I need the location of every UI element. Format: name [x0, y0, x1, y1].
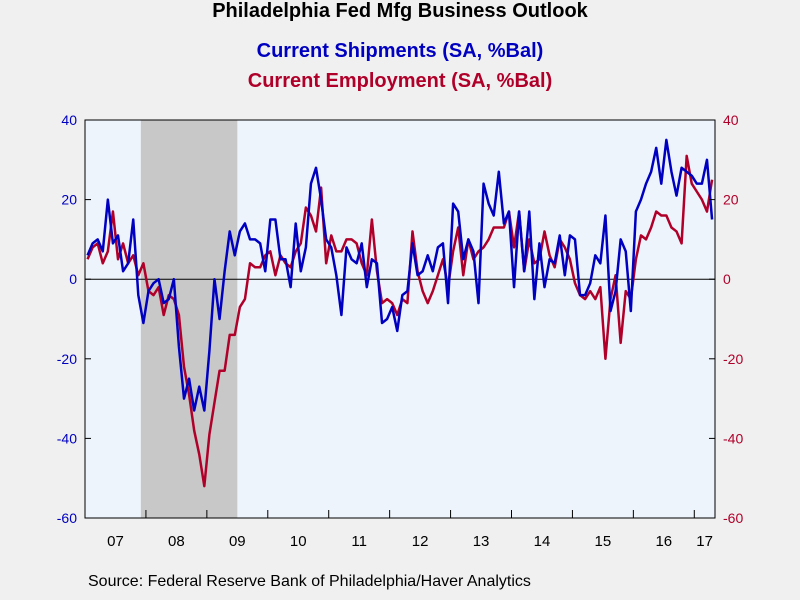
y-left-tick-label: 40 — [61, 112, 77, 128]
y-right-tick-label: -60 — [723, 510, 743, 526]
x-tick-label: 08 — [168, 533, 185, 550]
y-right-tick-label: -40 — [723, 430, 743, 446]
x-tick-label: 09 — [229, 533, 246, 550]
y-left-tick-label: -60 — [57, 510, 77, 526]
y-left-tick-label: -20 — [57, 351, 77, 367]
y-right-tick-label: 20 — [723, 192, 739, 208]
x-tick-label: 15 — [595, 533, 612, 550]
source-note: Source: Federal Reserve Bank of Philadel… — [88, 573, 531, 590]
x-tick-label: 17 — [696, 533, 713, 550]
chart-title: Philadelphia Fed Mfg Business Outlook — [212, 0, 588, 22]
x-tick-label: 07 — [107, 533, 124, 550]
series-line-shipments — [86, 138, 714, 412]
x-tick-label: 12 — [412, 533, 429, 550]
y-left-tick-label: 20 — [61, 192, 77, 208]
y-left-tick-label: -40 — [57, 430, 77, 446]
recession-shading — [140, 120, 238, 518]
legend-shipments: Current Shipments (SA, %Bal) — [256, 40, 544, 62]
legend-employment: Current Employment (SA, %Bal) — [247, 70, 553, 92]
y-right-tick-label: 0 — [723, 271, 731, 287]
x-tick-label: 10 — [290, 533, 307, 550]
x-tick-label: 14 — [534, 533, 551, 550]
plot-frame — [84, 119, 716, 519]
x-tick-label: 16 — [655, 533, 672, 550]
x-tick-label: 11 — [351, 533, 367, 550]
y-left-tick-label: 0 — [69, 271, 77, 287]
x-tick-label: 13 — [473, 533, 490, 550]
y-right-tick-label: 40 — [723, 112, 739, 128]
y-right-tick-label: -20 — [723, 351, 743, 367]
